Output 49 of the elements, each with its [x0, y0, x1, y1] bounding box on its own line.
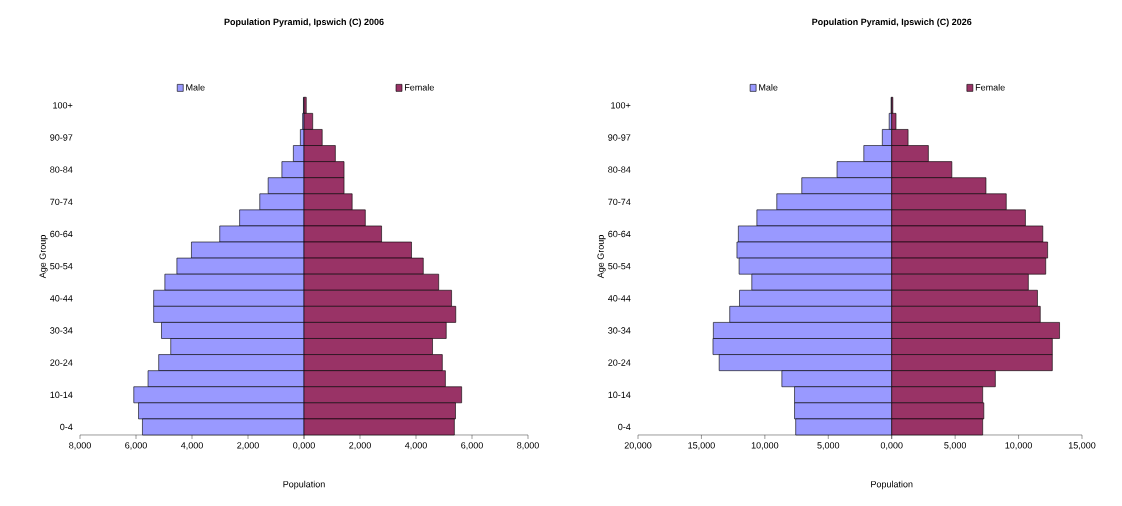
y-tick-label: 30-34: [50, 327, 73, 334]
x-tick-label: 15,000: [1068, 442, 1096, 450]
y-axis-title: Age Group: [597, 235, 606, 279]
x-tick-label: 15,000: [688, 442, 715, 450]
y-tick-label: 20-24: [608, 359, 631, 366]
x-tick-label: 20,000: [624, 442, 652, 450]
x-axis-title: Population: [871, 480, 913, 490]
y-tick-label: 0-4: [60, 423, 73, 431]
y-tick-label: 50-54: [608, 262, 631, 270]
legend-label: Female: [405, 83, 434, 91]
x-tick-label: 5,000: [944, 442, 967, 450]
y-axis-title: Age Group: [39, 235, 48, 279]
x-tick-label: 4,000: [404, 442, 427, 450]
legend-label: Male: [759, 83, 778, 91]
y-tick-label: 70-74: [50, 198, 73, 205]
x-tick-label: 0,000: [880, 442, 903, 450]
x-tick-label: 2,000: [237, 442, 259, 450]
y-tick-label: 10-14: [50, 391, 73, 398]
legend-label: Male: [186, 83, 205, 91]
y-tick-label: 70-74: [608, 198, 631, 205]
y-tick-label: 40-44: [607, 295, 631, 302]
y-tick-label: 100+: [611, 102, 631, 109]
y-tick-label: 50-54: [50, 262, 73, 270]
x-tick-label: 8,000: [517, 442, 539, 450]
y-tick-label: 60-64: [50, 230, 73, 238]
y-tick-label: 100+: [53, 102, 73, 109]
x-axis-title: Population: [283, 480, 325, 490]
x-tick-label: 6,000: [125, 442, 147, 450]
y-tick-label: 0-4: [618, 423, 631, 431]
x-tick-label: 0,000: [293, 442, 315, 450]
y-tick-label: 20-24: [50, 359, 73, 366]
x-tick-label: 4,000: [180, 442, 203, 450]
y-tick-label: 90-97: [50, 134, 73, 141]
y-tick-label: 80-84: [50, 166, 73, 173]
x-tick-label: 10,000: [1005, 442, 1032, 450]
x-tick-label: 6,000: [461, 442, 483, 450]
chart-title: Population Pyramid, Ipswich (C) 2026: [812, 18, 972, 27]
y-tick-label: 80-84: [608, 166, 631, 173]
y-tick-label: 40-44: [49, 295, 73, 302]
y-tick-label: 10-14: [608, 391, 631, 398]
y-tick-label: 30-34: [608, 327, 631, 334]
x-tick-label: 8,000: [69, 442, 91, 450]
chart-title: Population Pyramid, Ipswich (C) 2006: [224, 18, 384, 27]
x-tick-label: 5,000: [817, 442, 840, 450]
x-tick-label: 10,000: [751, 442, 779, 450]
legend-label: Female: [975, 83, 1005, 91]
y-tick-label: 90-97: [608, 134, 631, 141]
y-tick-label: 60-64: [608, 230, 631, 238]
x-tick-label: 2,000: [349, 442, 371, 450]
